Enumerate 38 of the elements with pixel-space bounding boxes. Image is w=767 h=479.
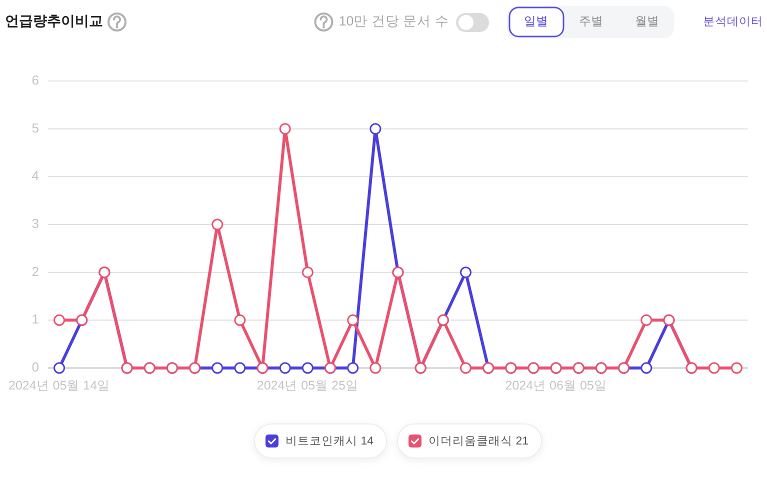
y-tick-label: 2 (32, 264, 39, 279)
y-tick-label: 4 (32, 168, 39, 184)
point (370, 123, 382, 135)
x-tick-label: 2024년 05월 14일 (8, 378, 110, 392)
point (302, 362, 314, 374)
point (54, 314, 66, 326)
point (234, 314, 246, 326)
y-tick-label: 5 (32, 120, 39, 136)
point (460, 266, 472, 278)
text: 분석데이터 (703, 16, 763, 28)
y-tick-label: 0 (32, 359, 39, 374)
point (347, 314, 359, 326)
point (234, 362, 246, 374)
text: 10만 건당 문서 수 (338, 14, 449, 29)
point (730, 362, 742, 374)
point (640, 362, 652, 374)
text: 주별 (579, 14, 603, 28)
legend-label: 비트코인캐시 14 (286, 436, 374, 448)
y-tick-label: 6 (32, 72, 39, 88)
point (302, 266, 314, 278)
x-tick-label: 2024년 06월 05일 (505, 378, 607, 392)
chart-title: 언급량추이비교 (5, 12, 103, 29)
point (279, 123, 291, 135)
point (54, 362, 66, 374)
legend-label: 이더리움클래식 21 (428, 436, 528, 448)
y-tick-label: 3 (32, 216, 39, 231)
point (460, 362, 472, 374)
point (212, 218, 224, 230)
text: 월별 (635, 14, 659, 28)
point (370, 362, 382, 374)
y-tick-label: 1 (32, 312, 39, 327)
point (640, 314, 652, 326)
text: 일별 (524, 14, 548, 28)
x-tick-label: 2024년 05월 25일 (256, 378, 358, 392)
point (347, 362, 359, 374)
point (279, 362, 291, 374)
point (212, 362, 224, 374)
point (708, 362, 720, 374)
